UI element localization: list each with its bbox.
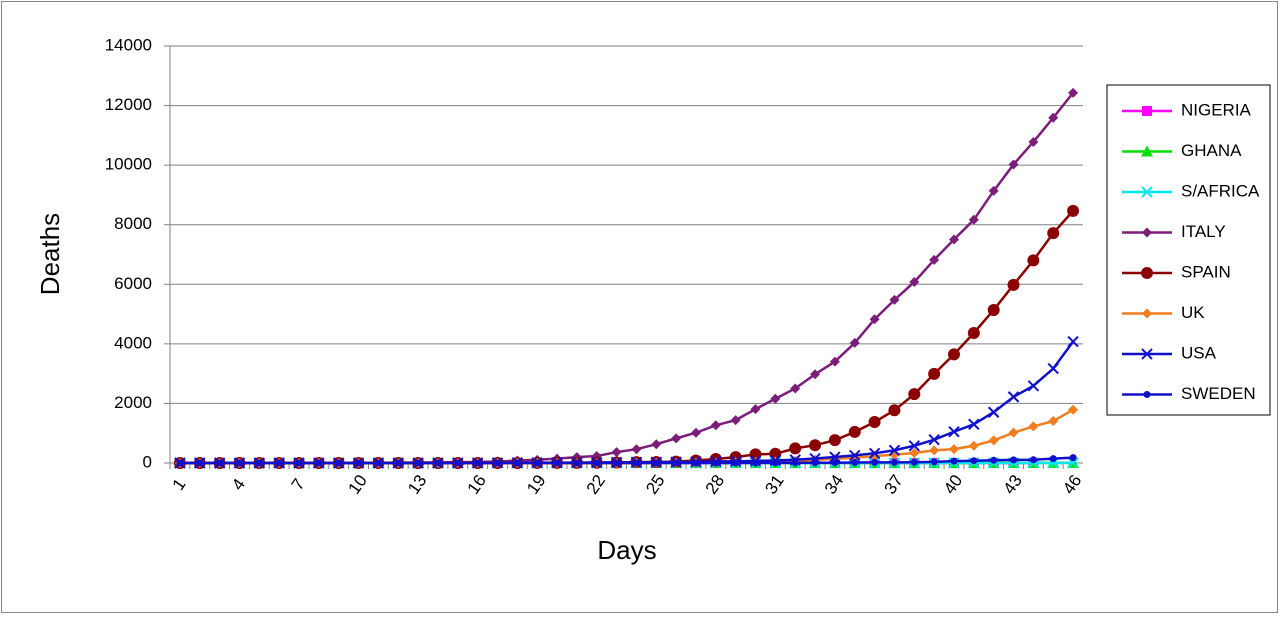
data-point xyxy=(315,460,322,467)
data-point xyxy=(1030,456,1037,463)
legend-label: ITALY xyxy=(1181,222,1226,241)
data-point xyxy=(573,460,580,467)
data-point xyxy=(851,459,858,466)
data-point xyxy=(692,459,699,466)
y-axis-title: Deaths xyxy=(35,213,65,295)
data-point xyxy=(712,459,719,466)
data-point xyxy=(809,439,821,451)
data-point xyxy=(1067,205,1079,217)
legend-label: SPAIN xyxy=(1181,262,1231,281)
legend-marker xyxy=(1141,267,1153,279)
data-point xyxy=(871,459,878,466)
data-point xyxy=(772,459,779,466)
data-point xyxy=(454,460,461,467)
data-point xyxy=(296,460,303,467)
data-point xyxy=(554,460,561,467)
data-point xyxy=(1027,254,1039,266)
data-point xyxy=(1008,279,1020,291)
y-tick-label: 4000 xyxy=(114,333,152,352)
data-point xyxy=(988,304,1000,316)
data-point xyxy=(474,460,481,467)
legend-marker xyxy=(1142,106,1152,116)
data-point xyxy=(970,457,977,464)
data-point xyxy=(236,460,243,467)
data-point xyxy=(931,458,938,465)
legend-label: NIGERIA xyxy=(1181,100,1252,119)
legend-label: USA xyxy=(1181,343,1217,362)
legend-marker xyxy=(1144,391,1151,398)
data-point xyxy=(752,459,759,466)
x-axis-title: Days xyxy=(597,535,656,565)
y-tick-label: 12000 xyxy=(105,95,152,114)
data-point xyxy=(176,460,183,467)
data-point xyxy=(593,460,600,467)
data-point xyxy=(831,459,838,466)
data-point xyxy=(792,459,799,466)
data-point xyxy=(216,460,223,467)
data-point xyxy=(911,459,918,466)
data-point xyxy=(434,460,441,467)
data-point xyxy=(789,442,801,454)
data-point xyxy=(990,457,997,464)
data-point xyxy=(415,460,422,467)
data-point xyxy=(1070,454,1077,461)
data-point xyxy=(534,460,541,467)
data-point xyxy=(514,460,521,467)
y-tick-label: 14000 xyxy=(105,35,152,54)
y-tick-label: 0 xyxy=(143,452,152,471)
data-point xyxy=(1010,456,1017,463)
data-point xyxy=(276,460,283,467)
data-point xyxy=(908,388,920,400)
data-point xyxy=(653,460,660,467)
data-point xyxy=(968,327,980,339)
legend-label: SWEDEN xyxy=(1181,384,1256,403)
data-point xyxy=(950,458,957,465)
data-point xyxy=(633,460,640,467)
y-tick-label: 2000 xyxy=(114,393,152,412)
legend-label: UK xyxy=(1181,303,1205,322)
data-point xyxy=(812,459,819,466)
data-point xyxy=(829,434,841,446)
y-tick-label: 10000 xyxy=(105,155,152,174)
data-point xyxy=(395,460,402,467)
y-tick-label: 6000 xyxy=(114,274,152,293)
data-point xyxy=(1047,227,1059,239)
data-point xyxy=(673,459,680,466)
data-point xyxy=(375,460,382,467)
legend-box xyxy=(1107,85,1270,415)
data-point xyxy=(1050,455,1057,462)
data-point xyxy=(732,459,739,466)
data-point xyxy=(335,460,342,467)
data-point xyxy=(494,460,501,467)
data-point xyxy=(613,460,620,467)
data-point xyxy=(256,460,263,467)
data-point xyxy=(355,460,362,467)
data-point xyxy=(888,404,900,416)
data-point xyxy=(849,426,861,438)
legend-label: S/AFRICA xyxy=(1181,181,1260,200)
data-point xyxy=(928,368,940,380)
data-point xyxy=(891,459,898,466)
legend-label: GHANA xyxy=(1181,141,1242,160)
y-tick-label: 8000 xyxy=(114,214,152,233)
data-point xyxy=(196,460,203,467)
data-point xyxy=(869,416,881,428)
data-point xyxy=(948,348,960,360)
